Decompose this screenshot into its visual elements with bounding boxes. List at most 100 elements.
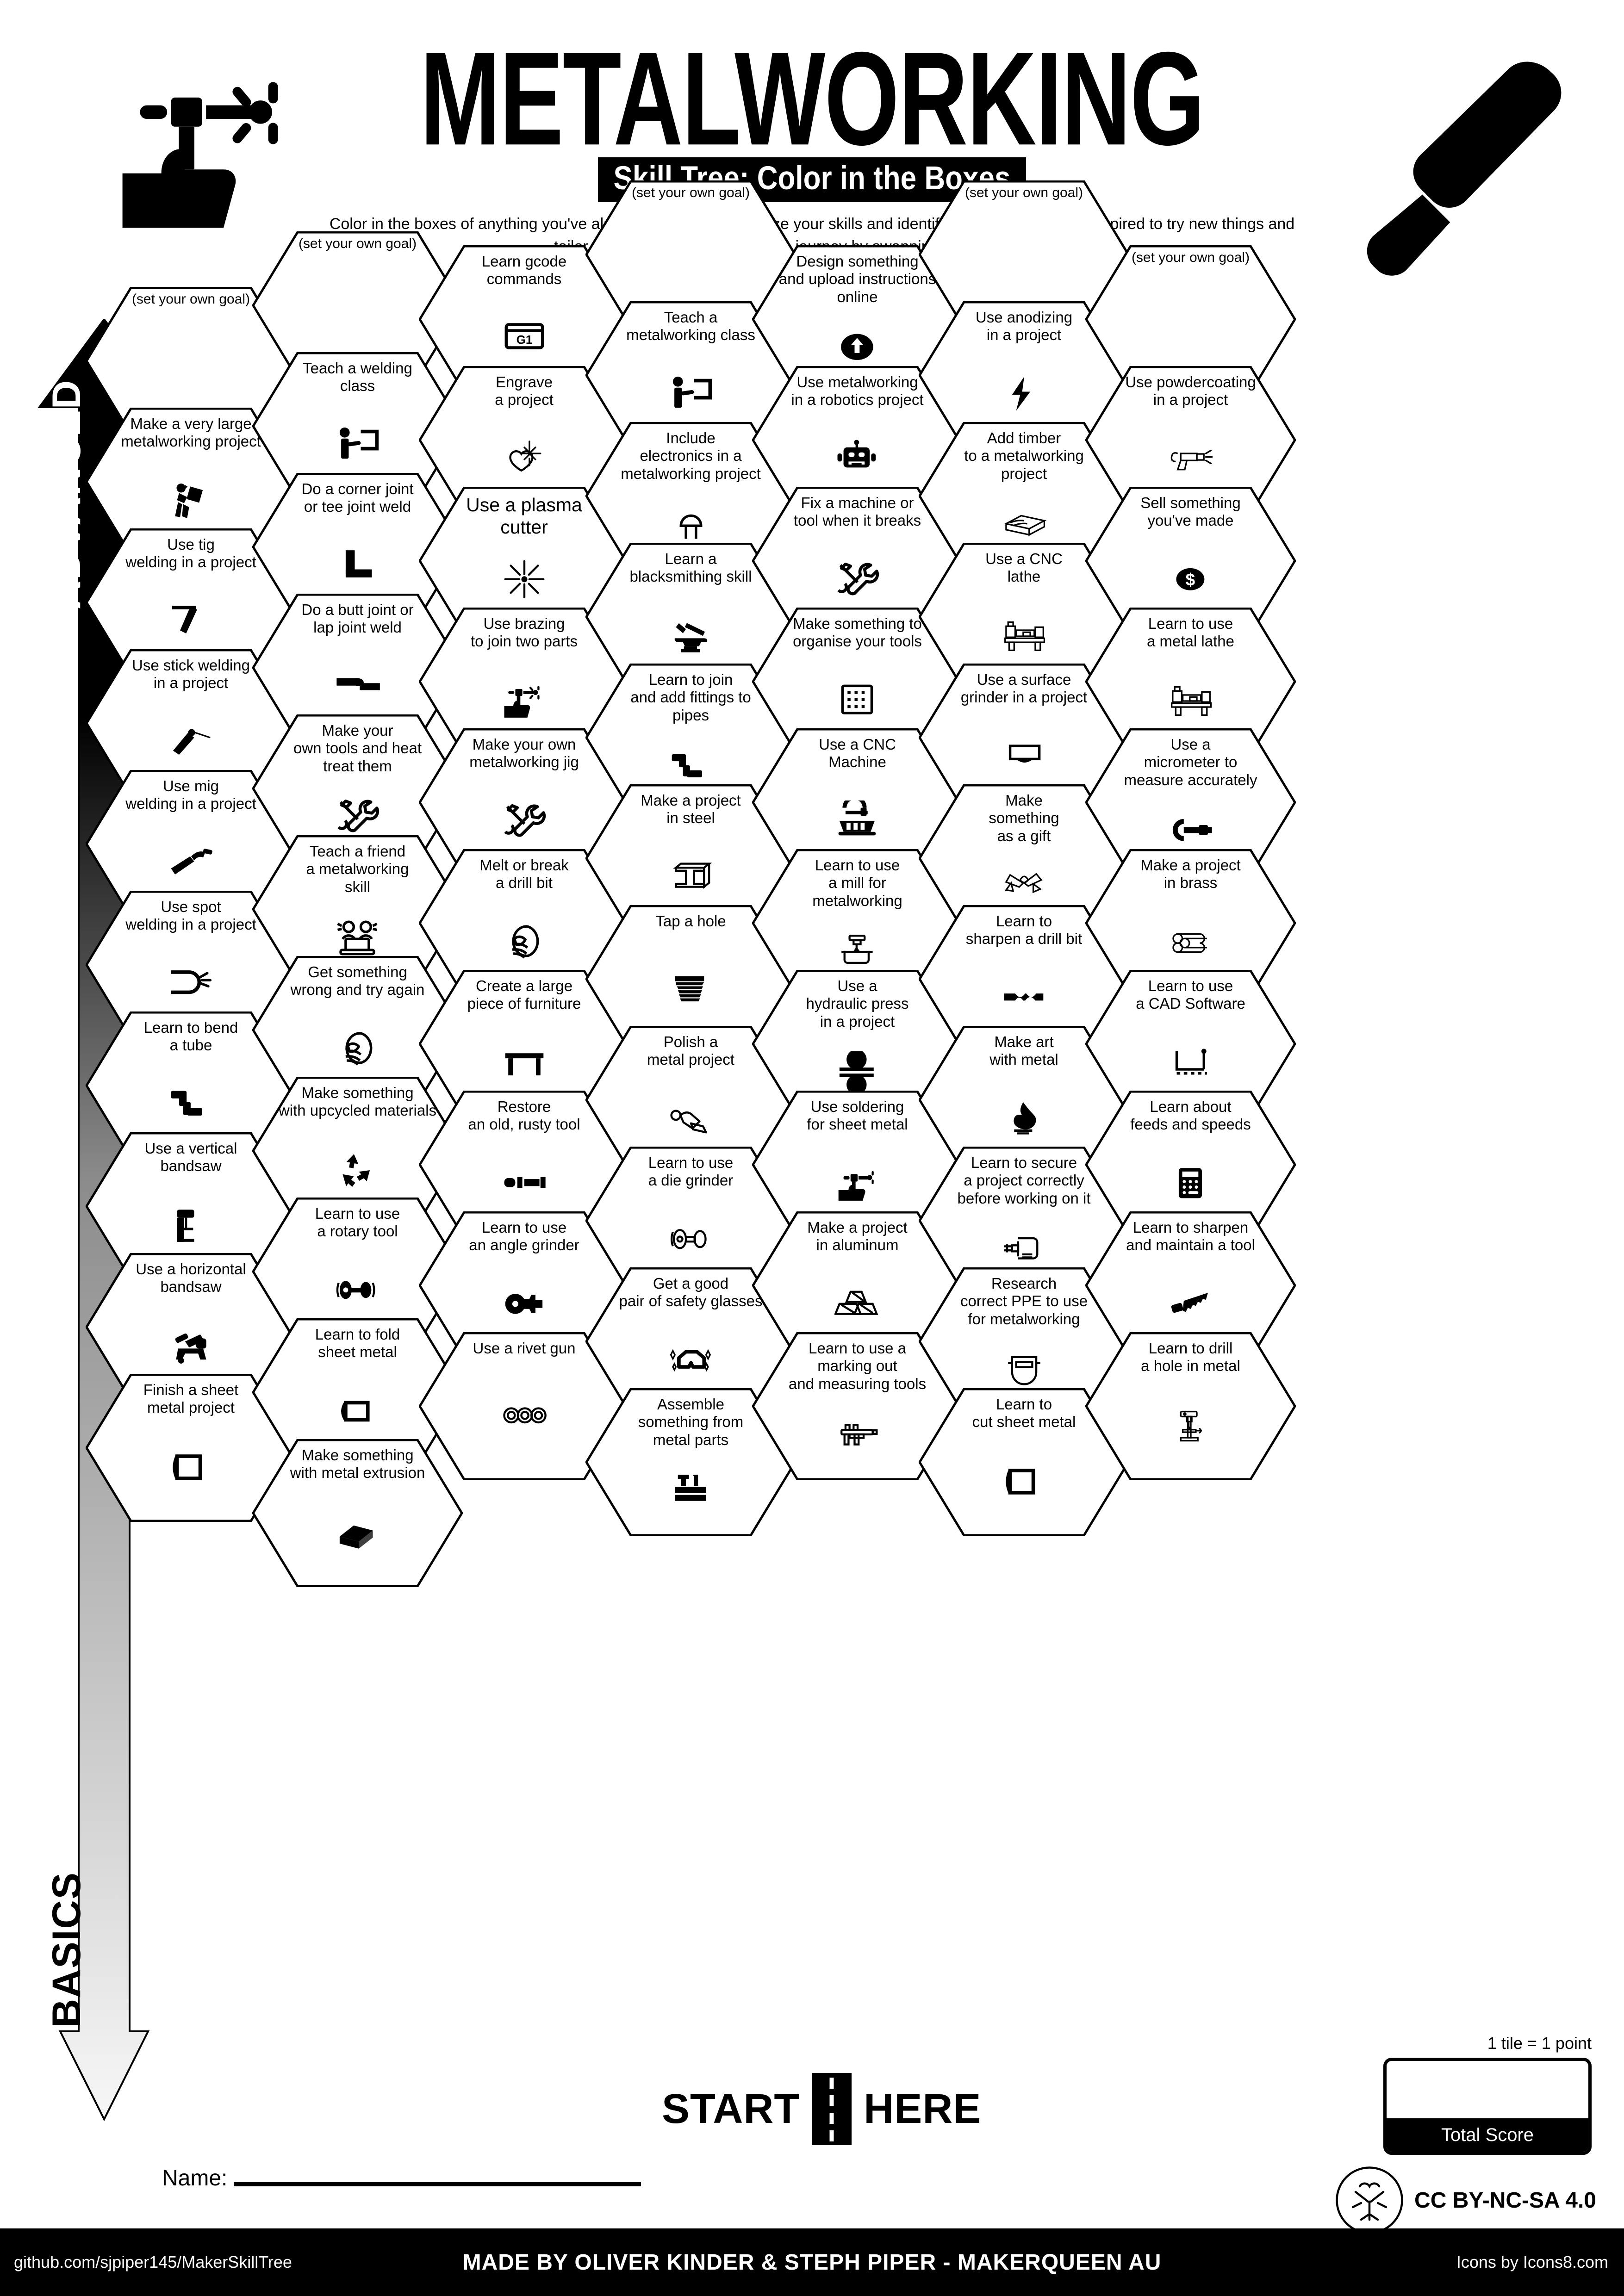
- skill-tile[interactable]: Use tig welding in a project: [86, 528, 296, 676]
- skill-tile-label: Add timber to a metalworking project: [964, 429, 1084, 482]
- skill-tile[interactable]: Make art with metal: [919, 1026, 1129, 1174]
- skill-tile[interactable]: Make a project in steel: [585, 784, 796, 932]
- skill-tile[interactable]: Teach a friend a metalworking skill: [252, 835, 463, 983]
- skill-tile[interactable]: Learn to use a rotary tool: [252, 1198, 463, 1346]
- skill-tile[interactable]: Make your own metalworking jig: [419, 728, 629, 876]
- skill-tile-label: Use soldering for sheet metal: [807, 1098, 908, 1133]
- welding-torch-icon: [1328, 60, 1568, 278]
- skill-tile-label: Use spot welding in a project: [125, 898, 256, 933]
- skill-tile[interactable]: Design something and upload instructions o…: [752, 245, 963, 393]
- skill-tile[interactable]: Use a vertical bandsaw: [86, 1132, 296, 1280]
- name-field-row[interactable]: Name:: [162, 2166, 641, 2191]
- skill-tile[interactable]: Use a rivet gun: [419, 1332, 629, 1480]
- skill-tile[interactable]: Get something wrong and try again: [252, 956, 463, 1104]
- upload-icon: [752, 309, 963, 387]
- skill-tile-label: Use powdercoating in a project: [1125, 373, 1256, 409]
- skill-tile-label: Make your own metalworking jig: [469, 736, 579, 771]
- skill-tile[interactable]: Learn gcode commands G1: [419, 245, 629, 393]
- skill-tile[interactable]: Learn to cut sheet metal: [919, 1388, 1129, 1536]
- i-beam-icon: [585, 830, 796, 926]
- skill-tile[interactable]: Use a surface grinder in a project: [919, 664, 1129, 812]
- skill-tile[interactable]: Learn to secure a project correctly before…: [919, 1147, 1129, 1295]
- skill-tile-label: Get a good pair of safety glasses: [619, 1275, 763, 1310]
- skill-tile-label: Do a butt joint or lap joint weld: [301, 601, 414, 636]
- skill-tile[interactable]: Include electronics in a metalworking proj…: [585, 422, 796, 570]
- skill-tile-label: Use metalworking in a robotics project: [791, 373, 924, 409]
- skill-tile[interactable]: Use spot welding in a project: [86, 891, 296, 1039]
- clamp-icon: [919, 1210, 1129, 1288]
- skill-tile[interactable]: Add timber to a metalworking project: [919, 422, 1129, 570]
- name-label: Name:: [162, 2166, 228, 2191]
- start-here-marker: START HERE: [662, 2073, 981, 2145]
- skill-tile-label: Learn to sharpen a drill bit: [965, 912, 1083, 948]
- skill-tile[interactable]: Create a large piece of furniture: [419, 970, 629, 1118]
- skill-tile-label: Make a project in steel: [641, 792, 741, 827]
- name-input-line[interactable]: [234, 2182, 641, 2186]
- skill-tile[interactable]: Learn to use a CAD Software: [1085, 970, 1296, 1118]
- skill-tile[interactable]: Use a plasma cutter: [419, 487, 629, 635]
- footer-icon-credit[interactable]: Icons by Icons8.com: [1456, 2253, 1608, 2271]
- skill-tile[interactable]: Learn to use a marking out and measuring t…: [752, 1332, 963, 1480]
- skill-tile-label: Use a hydraulic press in a project: [806, 977, 909, 1030]
- skill-tile-label: Fix a machine or tool when it breaks: [793, 494, 921, 529]
- skill-tile[interactable]: Make something as a gift: [919, 784, 1129, 932]
- skill-tile[interactable]: Use a horizontal bandsaw: [86, 1253, 296, 1401]
- skill-tile[interactable]: Restore an old, rusty tool: [419, 1091, 629, 1239]
- skill-tile[interactable]: Learn to fold sheet metal: [252, 1318, 463, 1466]
- skill-tile[interactable]: Use metalworking in a robotics project: [752, 366, 963, 514]
- skill-tile[interactable]: (set your own goal): [919, 180, 1129, 329]
- skill-tile[interactable]: Research correct PPE to use for metalworki…: [919, 1267, 1129, 1415]
- tig-torch-icon: [86, 574, 296, 670]
- tools-icon: [752, 532, 963, 628]
- skill-tile[interactable]: Make something with upcycled materials: [252, 1077, 463, 1225]
- skill-tile[interactable]: Do a butt joint or lap joint weld: [252, 594, 463, 742]
- skill-tile[interactable]: Learn to use a die grinder: [585, 1147, 796, 1295]
- skill-tile[interactable]: Use mig welding in a project: [86, 770, 296, 918]
- skill-tile-label: Use a CNC lathe: [985, 550, 1063, 585]
- vertical-bandsaw-icon: [86, 1178, 296, 1274]
- skill-tile[interactable]: Use anodizing in a project: [919, 301, 1129, 449]
- skill-tile[interactable]: Learn to join and add fittings to pipes: [585, 664, 796, 812]
- skill-tile[interactable]: Make something to organise your tools: [752, 608, 963, 756]
- tools-icon: [419, 774, 629, 870]
- skill-tile[interactable]: Learn to use a metal lathe: [1085, 608, 1296, 756]
- skill-tile-label: Teach a metalworking class: [626, 309, 755, 344]
- skill-tile[interactable]: Tap a hole: [585, 905, 796, 1053]
- brass-rods-icon: [1085, 894, 1296, 991]
- skill-tile[interactable]: Use a CNC lathe: [919, 543, 1129, 691]
- total-score-card[interactable]: Total Score: [1383, 2058, 1592, 2155]
- gcode-g1-icon: G1: [419, 291, 629, 387]
- skill-tile[interactable]: Polish a metal project: [585, 1026, 796, 1174]
- skill-tile[interactable]: Assemble something from metal parts: [585, 1388, 796, 1536]
- skill-tile-label: Learn to sharpen and maintain a tool: [1126, 1219, 1255, 1254]
- skill-tile[interactable]: Fix a machine or tool when it breaks: [752, 487, 963, 635]
- skill-tile[interactable]: (set your own goal): [585, 180, 796, 329]
- skill-tile[interactable]: Learn to use a mill for metalworking: [752, 849, 963, 997]
- skill-tile-label: Learn about feeds and speeds: [1130, 1098, 1251, 1133]
- skill-tile[interactable]: Learn to bend a tube: [86, 1011, 296, 1160]
- poster-header: METALWORKING Skill Tree: Color in the Bo…: [0, 0, 1624, 287]
- skill-tile[interactable]: Use stick welding in a project: [86, 649, 296, 797]
- here-word: HERE: [864, 2085, 982, 2132]
- skill-tile[interactable]: Learn a blacksmithing skill: [585, 543, 796, 691]
- skill-tile[interactable]: Make something with metal extrusion: [252, 1439, 463, 1587]
- skill-tile[interactable]: Do a corner joint or tee joint weld: [252, 473, 463, 621]
- skill-tile-label: Use a rivet gun: [473, 1340, 576, 1357]
- skill-tile[interactable]: Use powdercoating in a project: [1085, 366, 1296, 514]
- skill-tile[interactable]: Learn to sharpen and maintain a tool: [1085, 1211, 1296, 1359]
- stick-electrode-icon: [86, 695, 296, 791]
- skill-tile-label: Learn to use a mill for metalworking: [812, 856, 902, 909]
- skill-tile-label: Finish a sheet metal project: [143, 1381, 239, 1416]
- skill-tile[interactable]: Make a project in brass: [1085, 849, 1296, 997]
- skill-tile[interactable]: Learn to drill a hole in metal: [1085, 1332, 1296, 1480]
- score-section: 1 tile = 1 point Total Score: [1383, 2034, 1592, 2155]
- skill-tile[interactable]: Finish a sheet metal project: [86, 1374, 296, 1522]
- skill-tile[interactable]: Learn about feeds and speeds: [1085, 1091, 1296, 1239]
- skill-tile[interactable]: Make your own tools and heat treat them: [252, 714, 463, 863]
- skill-tile[interactable]: Teach a welding class: [252, 352, 463, 500]
- skill-tile[interactable]: Make a very large metalworking project: [86, 408, 296, 556]
- bent-tube-icon: [86, 1057, 296, 1153]
- teacher-icon: [252, 397, 463, 494]
- footer-github-link[interactable]: github.com/sjpiper145/MakerSkillTree: [14, 2253, 292, 2271]
